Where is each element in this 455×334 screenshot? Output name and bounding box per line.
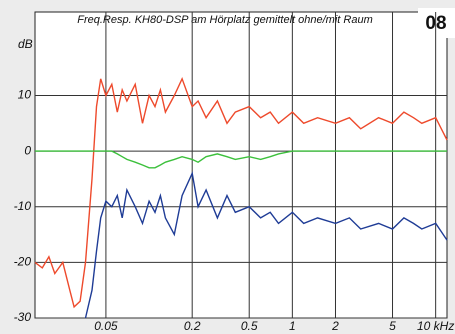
badge-box (418, 8, 455, 38)
y-tick-label: 0 (24, 143, 31, 157)
y-axis-label: dB (18, 37, 33, 51)
x-tick-label: 0.05 (94, 319, 118, 333)
y-tick-label: 10 (18, 88, 32, 102)
series-line (35, 150, 447, 169)
x-tick-label: 0.2 (184, 319, 201, 333)
x-tick-label: 10 kHz (417, 319, 454, 333)
series-line (84, 170, 448, 319)
x-tick-label: 5 (389, 319, 396, 333)
x-tick-label: 0.5 (241, 319, 258, 333)
plot-area (34, 11, 448, 319)
y-tick-label: -10 (14, 199, 32, 213)
series-line (34, 76, 448, 309)
chart-title: Freq.Resp. KH80-DSP am Hörplatz gemittel… (77, 14, 372, 26)
y-tick-label: -20 (14, 255, 32, 269)
y-tick-label: -30 (14, 310, 32, 324)
x-tick-label: 1 (289, 319, 296, 333)
x-tick-label: 2 (331, 319, 339, 333)
